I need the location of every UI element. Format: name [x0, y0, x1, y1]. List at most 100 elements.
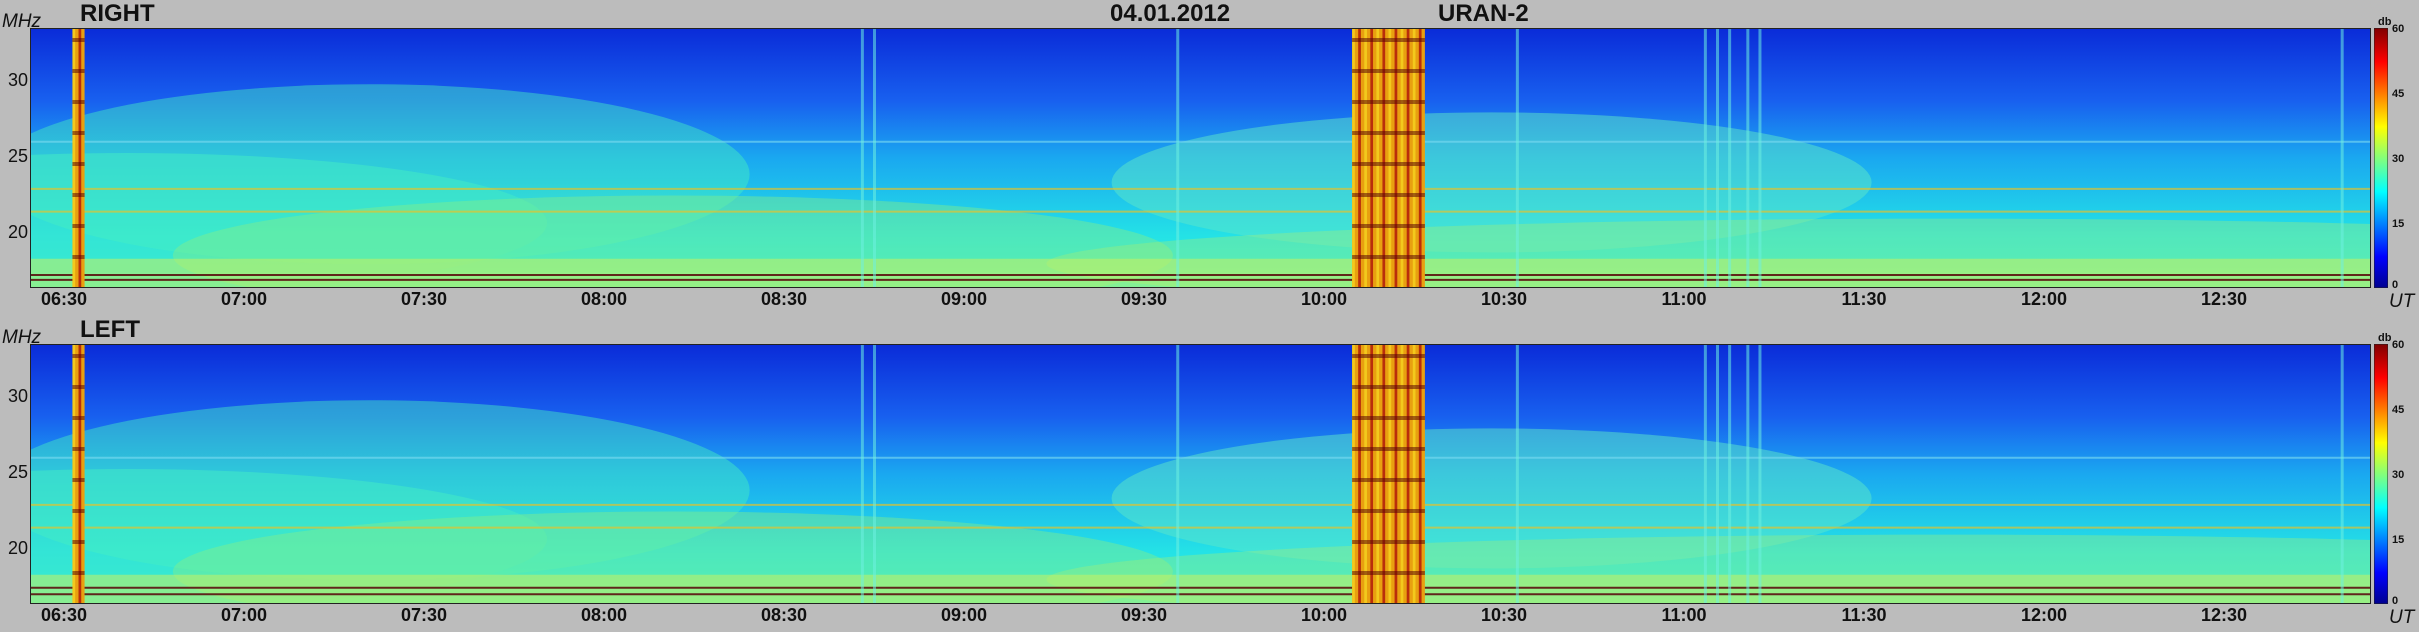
burst-hotspot — [72, 69, 85, 73]
burst-hotspot — [1352, 162, 1425, 166]
x-tick-label: 10:00 — [1300, 289, 1348, 309]
colorbar-tick-label: 45 — [2392, 88, 2405, 100]
colorbar-gradient — [2374, 344, 2388, 604]
burst-stripe — [1382, 344, 1386, 604]
colorbar-tick-label: 60 — [2392, 339, 2405, 351]
interference-stripe — [1728, 28, 1732, 288]
x-tick-label: 11:30 — [1841, 605, 1887, 625]
burst-hotspot — [72, 385, 85, 389]
x-tick-label: 07:30 — [400, 289, 448, 309]
interference-stripe — [1728, 344, 1732, 604]
burst-hotspot — [72, 354, 85, 358]
burst-hotspot — [72, 38, 85, 42]
burst-hotspot — [1352, 447, 1425, 451]
burst-hotspot — [1352, 255, 1425, 259]
x-tick-label: 06:30 — [40, 605, 88, 625]
interference-stripe — [1515, 28, 1519, 288]
burst-stripe — [1382, 28, 1386, 288]
burst-hotspot — [72, 509, 85, 513]
burst-stripe — [1352, 344, 1355, 604]
rfi-line — [30, 187, 2371, 190]
x-tick-label: 08:30 — [760, 289, 808, 309]
polarization-title: RIGHT — [80, 0, 155, 27]
burst-hotspot — [72, 540, 85, 544]
burst-stripe — [1394, 344, 1398, 604]
burst-hotspot — [1352, 193, 1425, 197]
burst-hotspot — [1352, 38, 1425, 42]
rfi-line — [30, 210, 2371, 213]
burst-stripe — [1376, 344, 1380, 604]
colorbar-gradient — [2374, 28, 2388, 288]
interference-stripe — [1703, 344, 1707, 604]
burst-hotspot — [1352, 131, 1425, 135]
interference-stripe — [873, 344, 877, 604]
burst-hotspot — [72, 571, 85, 575]
burst-hotspot — [1352, 354, 1425, 358]
burst-stripe — [1406, 344, 1410, 604]
colorbar-tick-label: 0 — [2392, 595, 2399, 607]
burst-hotspot — [72, 162, 85, 166]
rfi-line — [30, 526, 2371, 529]
burst-stripe — [1412, 344, 1416, 604]
colorbar-unit-label: db — [2378, 16, 2392, 28]
x-tick-label: 07:30 — [400, 605, 448, 625]
burst-hotspot — [1352, 478, 1425, 482]
x-tick-label: 11:00 — [1661, 289, 1707, 309]
burst-hotspot — [1352, 385, 1425, 389]
burst-stripe — [1364, 28, 1367, 288]
colorbar-tick-label: 60 — [2392, 23, 2405, 35]
burst-stripe — [72, 28, 76, 288]
frequency-unit-label: MHz — [2, 327, 42, 348]
colorbar — [2374, 28, 2388, 288]
rfi-line — [30, 140, 2371, 143]
burst-hotspot — [1352, 224, 1425, 228]
colorbar-tick-label: 15 — [2392, 218, 2405, 230]
x-tick-label: 09:30 — [1120, 605, 1168, 625]
burst-stripe — [1370, 28, 1374, 288]
emission-region — [30, 469, 547, 604]
plot-frame — [30, 28, 2371, 288]
x-tick-label: 08:30 — [760, 605, 808, 625]
x-tick-label: 07:00 — [220, 605, 268, 625]
burst-stripe — [1406, 28, 1410, 288]
interference-stripe — [873, 28, 877, 288]
spectrogram-heatmap — [30, 28, 2371, 288]
emission-region — [1111, 428, 1872, 569]
rfi-line — [30, 274, 2371, 276]
burst-stripe — [1388, 28, 1392, 288]
x-tick-label: 11:00 — [1661, 605, 1707, 625]
x-tick-label: 10:00 — [1300, 605, 1348, 625]
x-tick-label: 10:30 — [1480, 605, 1528, 625]
interference-stripe — [1176, 28, 1180, 288]
burst-hotspot — [1352, 100, 1425, 104]
burst-hotspot — [72, 416, 85, 420]
burst-hotspot — [72, 193, 85, 197]
colorbar-unit-label: db — [2378, 332, 2392, 344]
low-frequency-band — [30, 258, 2371, 288]
burst-hotspot — [1352, 571, 1425, 575]
colorbar-tick-label: 0 — [2392, 279, 2399, 291]
burst-hotspot — [72, 478, 85, 482]
x-tick-label: 12:30 — [2200, 289, 2248, 309]
polarization-title: LEFT — [80, 316, 140, 343]
interference-stripe — [1176, 344, 1180, 604]
burst-stripe — [1400, 344, 1404, 604]
frequency-unit-label: MHz — [2, 11, 42, 32]
emission-region — [30, 400, 750, 581]
burst-hotspot — [72, 224, 85, 228]
x-tick-label: 11:30 — [1841, 289, 1887, 309]
interference-stripe — [1746, 344, 1750, 604]
y-tick-label: 25 — [7, 462, 28, 482]
colorbar-tick-label: 15 — [2392, 534, 2405, 546]
burst-stripe — [78, 344, 82, 604]
burst-stripe — [1394, 28, 1398, 288]
low-frequency-band — [30, 574, 2371, 604]
x-tick-label: 08:00 — [580, 289, 628, 309]
burst-hotspot — [1352, 509, 1425, 513]
x-tick-label: 09:30 — [1120, 289, 1168, 309]
rfi-line — [30, 456, 2371, 459]
burst-stripe — [1418, 344, 1422, 604]
interference-stripe — [2340, 344, 2344, 604]
colorbar-tick-label: 30 — [2392, 153, 2405, 165]
burst-stripe — [1376, 28, 1380, 288]
